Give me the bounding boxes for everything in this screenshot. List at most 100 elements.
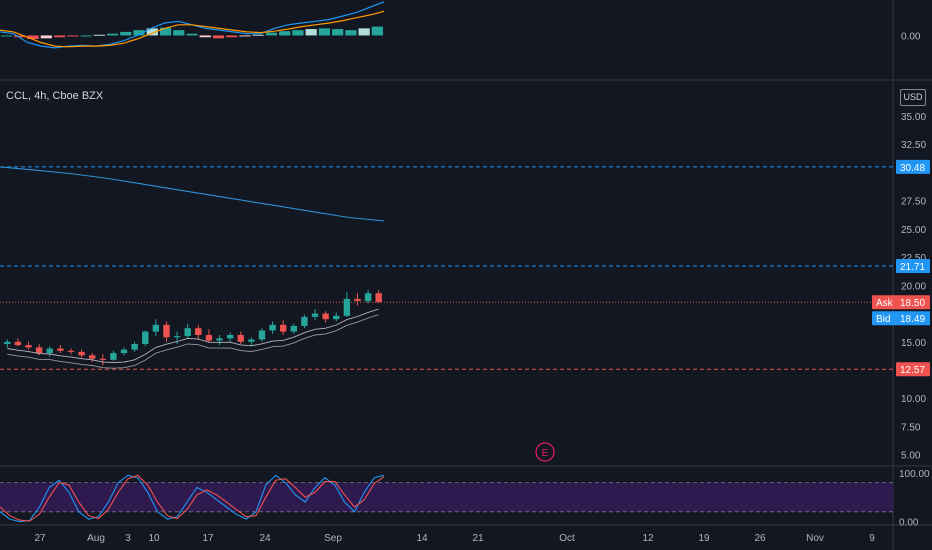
time-axis-label: 10 [148,533,160,544]
candle-body [152,324,160,332]
candle-body [301,316,308,326]
candle-body [354,298,361,302]
macd-histogram-bar [345,30,357,36]
candle-body [173,336,181,338]
time-axis-label: 21 [472,533,484,544]
price-tag-upper-box [896,159,930,174]
macd-histogram-bar [14,35,26,38]
macd-histogram-bar [186,33,198,36]
candle-body [311,313,319,317]
time-axis-label: 12 [642,533,654,544]
price-axis-tick: 32.50 [901,140,926,151]
candle-body [78,351,85,356]
ask-tag-box [872,295,930,310]
candle-body [290,325,297,332]
time-axis[interactable]: 27 Aug 3 10 17 24 Sep 14 21 Oct 12 19 26 Nov 9 [34,533,875,544]
moving-average-slow [7,314,379,369]
candle-body [226,334,234,339]
earnings-marker-label: E [542,448,549,459]
macd-histogram-bar [93,34,105,36]
macd-signal-line [0,10,385,48]
candle-body [14,341,22,346]
macd-histogram-bar [279,31,291,36]
macd-histogram-bar [159,27,172,36]
stoch-rsi-panel [0,474,893,523]
macd-histogram-bar [226,35,238,38]
price-axis-tick: 27.50 [901,197,926,208]
candle-body [322,313,329,320]
price-axis-tick: 22.50 [901,253,926,264]
macd-histogram-bar [40,35,52,39]
macd-histogram-bar [120,31,132,36]
macd-axis-tick: 0.00 [901,31,921,42]
time-axis-label: 19 [698,533,710,544]
candle-body [142,331,149,345]
time-axis-label: 3 [125,533,131,544]
price-axis-tick: 25.00 [901,225,926,236]
candle-body [375,293,382,303]
macd-histogram-bar [67,35,79,37]
candle-body [343,298,351,316]
time-axis-label: 17 [202,533,214,544]
candle-body [89,355,96,359]
candle-body [131,344,138,350]
macd-histogram-bar [265,32,278,36]
time-axis-label: Aug [87,533,105,544]
moving-average-fast [7,308,379,363]
bid-tag-label: Bid [876,314,890,325]
time-axis-label: 27 [34,533,46,544]
time-axis-label: Nov [806,533,824,544]
symbol-info: CCL, 4h, Cboe BZX [6,90,104,102]
candle-body [25,345,32,348]
currency-label[interactable]: USD [900,89,926,106]
stoch-band [0,482,893,512]
candle-body [163,324,170,338]
stoch-d-line [0,474,385,522]
price-axis-tick: 15.00 [901,338,926,349]
macd-histogram-bar [146,28,158,36]
candle-body [205,334,213,341]
candle-body [57,348,64,351]
candle-body [99,358,106,360]
macd-histogram-bar [305,29,317,36]
price-axis[interactable]: 0.00 35.00 32.50 27.50 25.00 22.50 20.00 15.00 1… [899,31,930,528]
ask-tag-label: Ask [876,298,894,309]
candle-body [333,315,340,320]
macd-histogram-bar [1,35,13,37]
candle-body [67,350,75,352]
macd-histogram-bar [80,35,92,37]
price-tag-low-box [896,362,930,377]
macd-histogram-bar [371,26,383,36]
price-tag-upper-value: 30.48 [900,163,925,174]
time-axis-label: 26 [754,533,766,544]
bid-tag-value: 18.49 [900,314,925,325]
candle-body [35,347,43,354]
stoch-axis-tick: 0.00 [899,518,919,529]
candle-body [248,339,255,342]
candle-body [237,334,244,342]
macd-histogram-bar [252,34,264,36]
macd-histogram-bar [27,35,39,39]
price-tag-mid-box [896,258,930,273]
price-axis-tick: 7.50 [901,422,921,433]
macd-histogram-bar [173,30,185,36]
macd-histogram-bar [199,35,211,38]
macd-panel [0,1,385,49]
price-tag-low-value: 12.57 [900,365,925,376]
price-tag-mid-value: 21.71 [900,262,925,273]
price-axis-tick: 20.00 [901,281,926,292]
price-axis-tick: 35.00 [901,112,926,123]
price-tags: 30.48 21.71 12.57 Ask 18.50 Bid 18.49 [872,159,930,377]
candle-body [4,341,11,345]
earnings-marker[interactable]: E [535,442,555,462]
stoch-k-line [0,474,385,523]
candle-body [120,349,128,354]
candle-body [195,328,202,335]
macd-histogram-bar [53,35,66,38]
candle-body [258,330,266,340]
price-panel [0,166,893,370]
macd-histogram-bar [332,29,344,36]
price-axis-tick: 5.00 [901,451,921,462]
bid-tag-box [872,311,930,326]
